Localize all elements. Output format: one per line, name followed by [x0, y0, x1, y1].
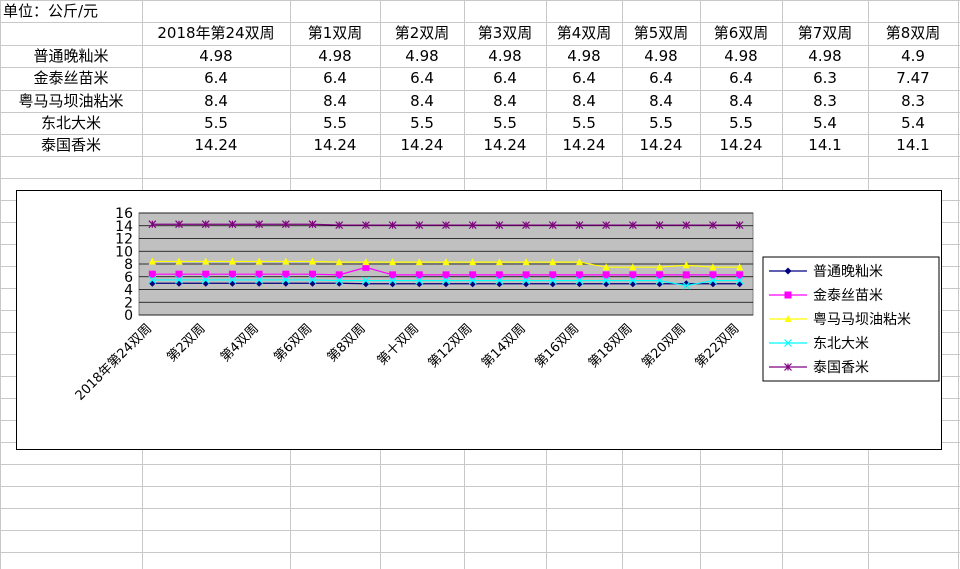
x-tick-label: 第十双周: [375, 321, 422, 368]
value-cell[interactable]: 6.4: [700, 67, 782, 89]
row-label-cell[interactable]: 粤马马坝油粘米: [0, 90, 142, 112]
legend-label: 粤马马坝油粘米: [813, 312, 911, 328]
legend-label: 金泰丝苗米: [813, 288, 883, 304]
value-cell[interactable]: 5.5: [700, 112, 782, 134]
value-cell[interactable]: 6.3: [782, 67, 868, 89]
y-tick-label: 16: [115, 206, 133, 222]
value-cell[interactable]: 14.24: [464, 134, 546, 156]
unit-label-cell[interactable]: 单位：公斤/元: [0, 0, 143, 22]
x-tick-label: 第18双周: [586, 321, 636, 371]
value-cell[interactable]: 4.98: [142, 45, 290, 67]
data-point-square: [683, 271, 690, 278]
value-cell[interactable]: 7.47: [868, 67, 958, 89]
value-cell[interactable]: 4.98: [290, 45, 380, 67]
value-cell[interactable]: 14.24: [380, 134, 464, 156]
value-cell[interactable]: 5.5: [290, 112, 380, 134]
column-header-cell[interactable]: 第4双周: [546, 22, 622, 44]
value-cell[interactable]: 5.5: [380, 112, 464, 134]
value-cell[interactable]: 14.24: [290, 134, 380, 156]
value-cell[interactable]: 4.98: [380, 45, 464, 67]
x-tick-label: 2018年第24双周: [73, 321, 155, 403]
value-cell[interactable]: 8.3: [782, 90, 868, 112]
column-header-cell[interactable]: 2018年第24双周: [142, 22, 290, 44]
value-cell[interactable]: 5.5: [622, 112, 700, 134]
value-cell[interactable]: 5.4: [868, 112, 958, 134]
data-point-square: [785, 292, 792, 299]
column-header-cell[interactable]: 第6双周: [700, 22, 782, 44]
line-chart[interactable]: 0 2 4 6 8 10 12 14 16 2018年第24双周 第2双周 第4双周 第6双周 第8双周第…: [16, 190, 942, 450]
value-cell[interactable]: 8.4: [622, 90, 700, 112]
x-tick-label: 第6双周: [271, 321, 315, 365]
value-cell[interactable]: 8.4: [290, 90, 380, 112]
row-label-cell[interactable]: 泰国香米: [0, 134, 142, 156]
value-cell[interactable]: 4.98: [622, 45, 700, 67]
x-tick-label: 第20双周: [639, 321, 689, 371]
column-header-cell[interactable]: 第5双周: [622, 22, 700, 44]
value-cell[interactable]: 14.1: [782, 134, 868, 156]
value-cell[interactable]: 6.4: [290, 67, 380, 89]
value-cell[interactable]: 8.3: [868, 90, 958, 112]
value-cell[interactable]: 4.98: [546, 45, 622, 67]
value-cell[interactable]: 5.5: [142, 112, 290, 134]
value-cell[interactable]: 8.4: [700, 90, 782, 112]
value-cell[interactable]: 14.24: [142, 134, 290, 156]
column-header-cell[interactable]: 第1双周: [290, 22, 380, 44]
value-cell[interactable]: 8.4: [142, 90, 290, 112]
legend-label: 普通晚籼米: [813, 264, 883, 280]
value-cell[interactable]: 14.24: [546, 134, 622, 156]
value-cell[interactable]: 14.24: [622, 134, 700, 156]
value-cell[interactable]: 4.98: [782, 45, 868, 67]
value-cell[interactable]: 8.4: [380, 90, 464, 112]
x-tick-label: 第22双周: [693, 321, 743, 371]
value-cell[interactable]: 14.1: [868, 134, 958, 156]
legend-label: 东北大米: [813, 336, 869, 352]
column-header-cell[interactable]: 第8双周: [868, 22, 958, 44]
value-cell[interactable]: 6.4: [464, 67, 546, 89]
value-cell[interactable]: 5.5: [464, 112, 546, 134]
value-cell[interactable]: 4.9: [868, 45, 958, 67]
x-tick-label: 第8双周: [325, 321, 369, 365]
value-cell[interactable]: 5.5: [546, 112, 622, 134]
x-tick-label: 第16双周: [532, 321, 582, 371]
value-cell[interactable]: 6.4: [546, 67, 622, 89]
x-tick-label: 第2双周: [165, 321, 209, 365]
value-cell[interactable]: 6.4: [622, 67, 700, 89]
value-cell[interactable]: 6.4: [380, 67, 464, 89]
row-label-cell[interactable]: 金泰丝苗米: [0, 67, 142, 89]
value-cell[interactable]: 5.4: [782, 112, 868, 134]
value-cell[interactable]: 8.4: [546, 90, 622, 112]
legend-label: 泰国香米: [813, 360, 869, 376]
x-tick-label: 第12双周: [426, 321, 476, 371]
row-label-cell[interactable]: 东北大米: [0, 112, 142, 134]
value-cell[interactable]: 6.4: [142, 67, 290, 89]
value-cell[interactable]: 4.98: [464, 45, 546, 67]
column-header-cell[interactable]: 第3双周: [464, 22, 546, 44]
value-cell[interactable]: 8.4: [464, 90, 546, 112]
row-label-cell[interactable]: 普通晚籼米: [0, 45, 142, 67]
chart-canvas: 02468101214162018年第24双周 第2双周 第4双周 第6双周 第8双周第…: [17, 191, 941, 449]
column-header-cell[interactable]: 第2双周: [380, 22, 464, 44]
value-cell[interactable]: 4.98: [700, 45, 782, 67]
x-tick-label: 第4双周: [218, 321, 262, 365]
x-tick-label: 第14双周: [479, 321, 529, 371]
column-header-cell[interactable]: 第7双周: [782, 22, 868, 44]
value-cell[interactable]: 14.24: [700, 134, 782, 156]
